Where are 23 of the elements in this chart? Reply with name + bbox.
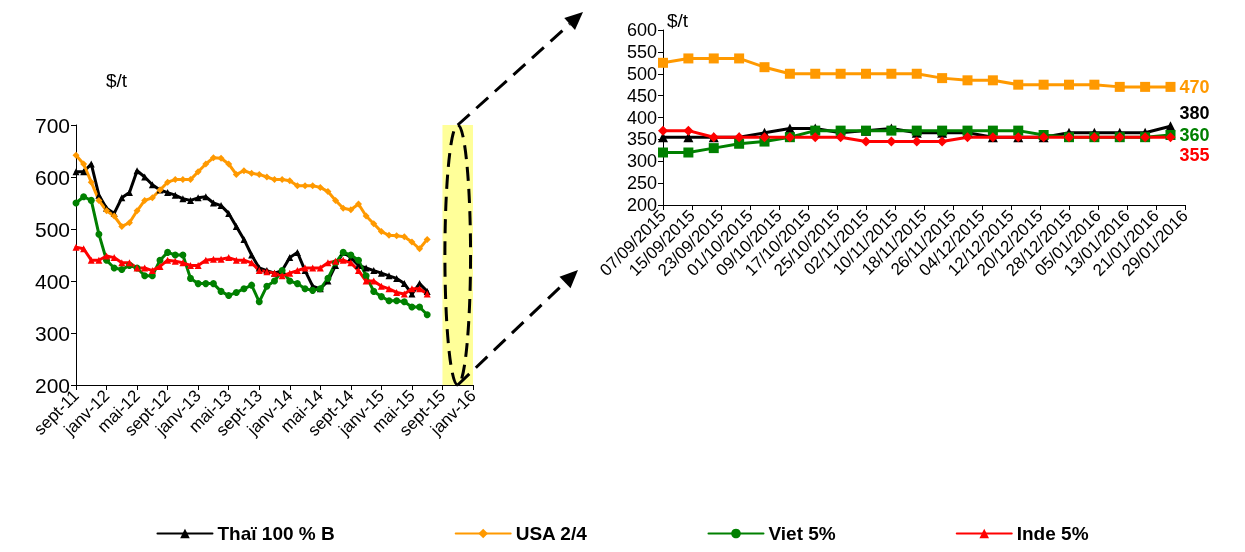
y-axis-title: $/t <box>106 70 128 91</box>
y-tick-label: 500 <box>626 63 657 84</box>
legend-label: Thaï 100 % B <box>217 523 335 544</box>
y-tick-label: 400 <box>34 269 70 293</box>
data-label: 380 <box>1179 103 1210 124</box>
data-label: 355 <box>1179 145 1210 166</box>
y-axis-title: $/t <box>667 10 689 31</box>
y-tick-label: 700 <box>34 113 70 137</box>
y-tick-label: 250 <box>626 173 657 194</box>
y-tick-label: 300 <box>34 321 70 345</box>
legend-label: Inde 5% <box>1016 523 1089 544</box>
y-tick-label: 600 <box>626 20 657 40</box>
legend-label: USA 2/4 <box>515 523 588 544</box>
data-label: 470 <box>1179 76 1210 97</box>
legend-label: Viet 5% <box>768 523 836 544</box>
y-tick-label: 550 <box>626 41 657 62</box>
y-tick-label: 450 <box>626 85 657 106</box>
y-tick-label: 350 <box>626 129 657 150</box>
y-tick-label: 600 <box>34 165 70 189</box>
y-tick-label: 400 <box>626 107 657 128</box>
data-label: 360 <box>1179 125 1210 145</box>
y-tick-label: 300 <box>626 151 657 172</box>
y-tick-label: 500 <box>34 217 70 241</box>
